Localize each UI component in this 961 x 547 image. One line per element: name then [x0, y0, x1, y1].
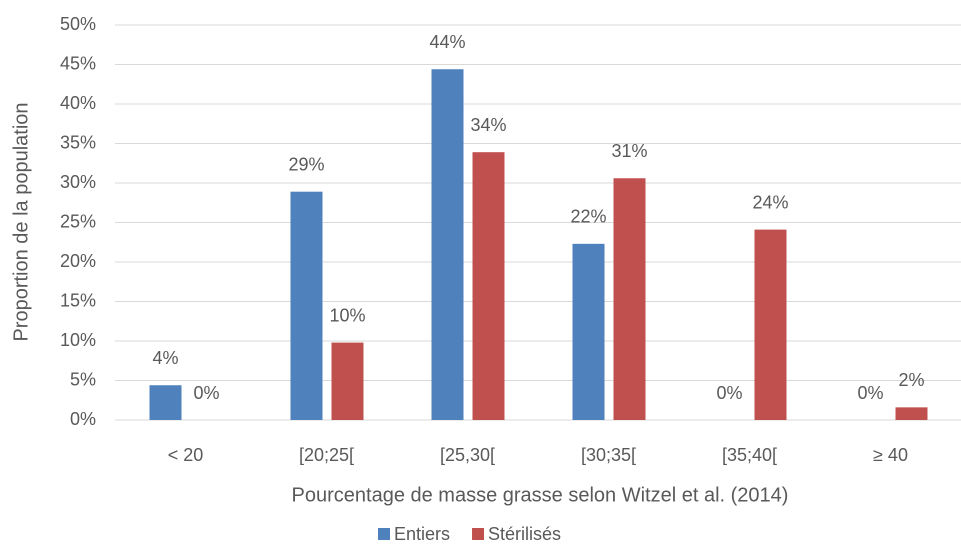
bar: [613, 178, 646, 420]
data-label: 4%: [152, 348, 178, 368]
y-tick-label: 50%: [60, 14, 96, 34]
data-label: 0%: [716, 383, 742, 403]
bar: [572, 243, 605, 420]
y-tick-label: 45%: [60, 53, 96, 73]
bar: [290, 191, 323, 420]
bar: [754, 229, 787, 420]
data-label: 29%: [288, 154, 324, 174]
data-label: 10%: [329, 305, 365, 325]
data-label: 0%: [193, 383, 219, 403]
y-tick-label: 40%: [60, 93, 96, 113]
x-tick-label: [30;35[: [581, 445, 636, 465]
y-tick-label: 15%: [60, 290, 96, 310]
bar: [895, 407, 928, 420]
bar: [331, 342, 364, 420]
y-tick-label: 35%: [60, 132, 96, 152]
y-tick-label: 20%: [60, 251, 96, 271]
y-tick-label: 0%: [70, 409, 96, 429]
data-label: 44%: [429, 32, 465, 52]
legend-label: Stérilisés: [488, 524, 561, 544]
y-tick-label: 10%: [60, 330, 96, 350]
bar: [149, 385, 182, 420]
data-label: 34%: [470, 115, 506, 135]
y-tick-label: 25%: [60, 211, 96, 231]
bar: [431, 69, 464, 421]
y-tick-label: 30%: [60, 172, 96, 192]
y-tick-label: 5%: [70, 369, 96, 389]
x-tick-label: [25,30[: [440, 445, 495, 465]
legend-swatch: [378, 528, 390, 540]
data-label: 31%: [611, 141, 647, 161]
x-tick-label: ≥ 40: [873, 445, 908, 465]
legend-label: Entiers: [394, 524, 450, 544]
x-tick-label: [35;40[: [722, 445, 777, 465]
data-label: 24%: [752, 192, 788, 212]
data-label: 2%: [898, 370, 924, 390]
y-axis-title: Proportion de la population: [10, 102, 32, 341]
x-tick-label: [20;25[: [299, 445, 354, 465]
x-axis-title: Pourcentage de masse grasse selon Witzel…: [292, 484, 789, 506]
data-label: 0%: [857, 383, 883, 403]
data-label: 22%: [570, 207, 606, 227]
x-tick-label: < 20: [168, 445, 204, 465]
legend-swatch: [472, 528, 485, 540]
bar: [472, 152, 505, 420]
